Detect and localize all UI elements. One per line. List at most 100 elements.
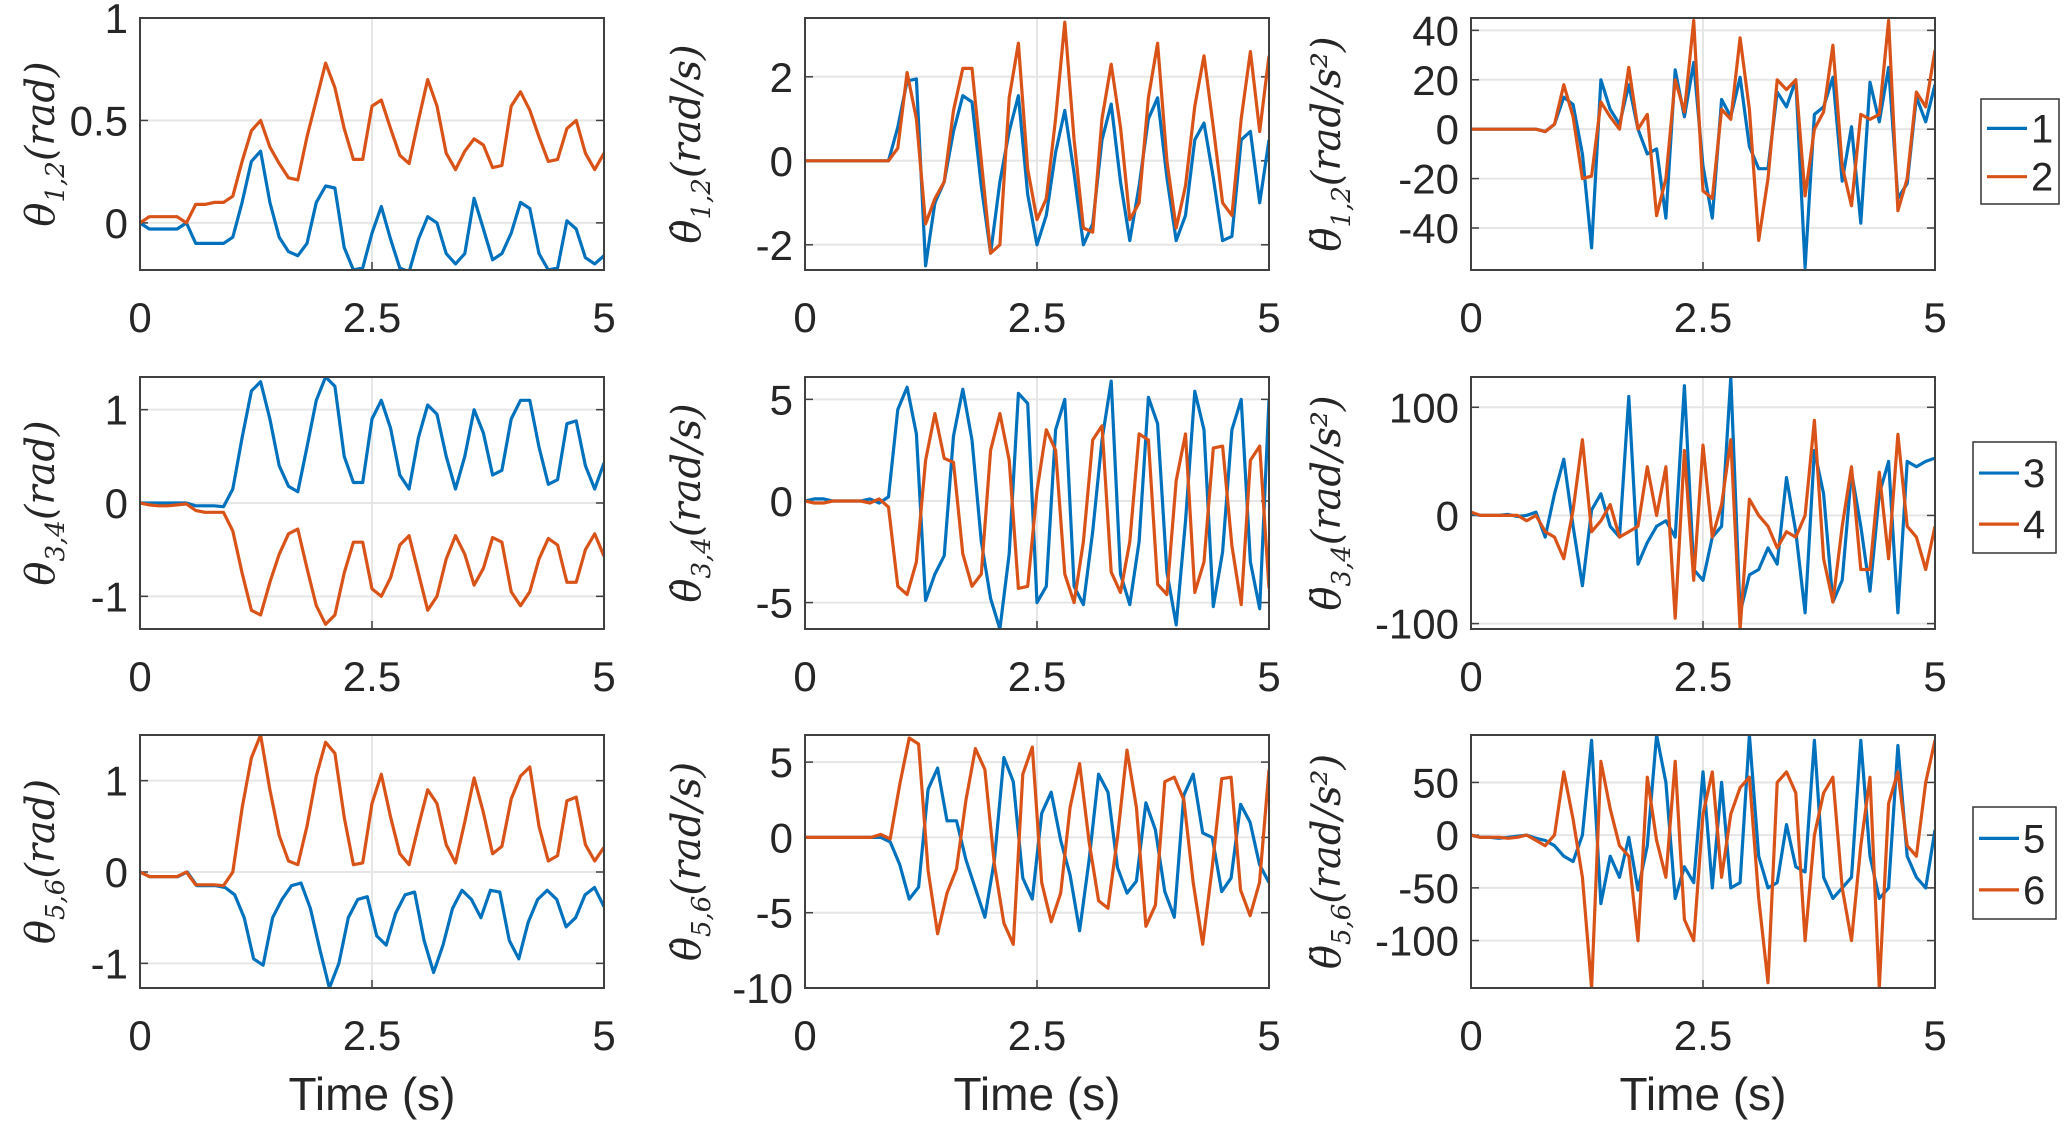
- x-tick-label: 5: [1257, 1012, 1280, 1059]
- y-label-unit: (rad/s²): [1304, 754, 1350, 904]
- y-tick-label: -20: [1398, 156, 1459, 203]
- x-tick-label: 0: [1459, 653, 1482, 700]
- legend-entry: 4: [2023, 503, 2045, 547]
- y-tick-label: 100: [1389, 384, 1459, 431]
- x-tick-label: 0: [128, 294, 151, 341]
- series-line-2: [805, 20, 1269, 255]
- y-tick-label: -5: [756, 580, 793, 627]
- subplot-1-1: 0 0.5 1 0 2.5 5 θ1,2(rad): [18, 0, 616, 341]
- y-tick-label: 1: [105, 387, 128, 434]
- y-tick-label: 1: [105, 0, 128, 42]
- series-line-2: [1471, 18, 1935, 242]
- y-label-unit: (rad/s): [664, 403, 710, 537]
- series-line-4: [805, 412, 1269, 607]
- x-tick-label: 0: [793, 653, 816, 700]
- y-label-subscript: 3,4: [1327, 545, 1357, 586]
- x-axis-label: Time (s): [289, 1068, 456, 1120]
- x-tick-label: 2.5: [343, 653, 401, 700]
- series-line-2: [140, 61, 604, 225]
- y-tick-label: 1: [105, 758, 128, 805]
- y-label-unit: (rad): [18, 420, 64, 520]
- y-label-unit: (rad): [18, 61, 64, 161]
- y-tick-label: 0.5: [70, 97, 128, 144]
- y-tick-label: -40: [1398, 205, 1459, 252]
- x-tick-label: 2.5: [343, 294, 401, 341]
- y-tick-label: 2: [770, 54, 793, 101]
- y-label-unit: (rad): [18, 779, 64, 879]
- x-tick-label: 5: [1923, 1012, 1946, 1059]
- x-tick-label: 0: [128, 653, 151, 700]
- legend-box: [1972, 806, 2057, 920]
- series-line-5: [805, 755, 1269, 933]
- legend-entry: 6: [2023, 869, 2045, 913]
- y-label-symbol: θ̇: [664, 937, 710, 961]
- x-tick-label: 5: [592, 1012, 615, 1059]
- y-label-subscript: 5,6: [41, 879, 71, 920]
- axes-box: [1470, 734, 1936, 989]
- y-tick-label: -100: [1375, 918, 1459, 965]
- x-tick-label: 2.5: [1674, 1012, 1732, 1059]
- x-tick-label: 0: [1459, 294, 1482, 341]
- y-label-subscript: 3,4: [687, 537, 717, 578]
- y-label-unit: (rad/s²): [1304, 395, 1350, 545]
- series-line-1: [140, 149, 604, 270]
- x-tick-label: 5: [1257, 653, 1280, 700]
- y-label-unit: (rad/s): [664, 44, 710, 178]
- legend-entry: 3: [2023, 452, 2045, 496]
- y-tick-label: -1: [91, 573, 128, 620]
- series-line-4: [1471, 418, 1935, 629]
- y-tick-label: 0: [770, 478, 793, 525]
- x-tick-label: 0: [793, 294, 816, 341]
- series-line-4: [140, 501, 604, 626]
- y-tick-label: -5: [756, 890, 793, 937]
- y-tick-label: 20: [1412, 57, 1459, 104]
- y-label-subscript: 1,2: [1327, 186, 1357, 227]
- y-axis-label: θ1,2(rad): [18, 61, 71, 226]
- axes-box: [804, 376, 1270, 630]
- x-tick-label: 0: [128, 1012, 151, 1059]
- x-tick-label: 5: [592, 294, 615, 341]
- y-label-subscript: 5,6: [1327, 904, 1357, 945]
- axes-box: [139, 376, 605, 630]
- series-line-6: [1471, 739, 1935, 988]
- legend: 56: [1972, 806, 2057, 920]
- series-line-3: [1471, 377, 1935, 615]
- axes-box: [804, 17, 1270, 271]
- axes-box: [139, 17, 605, 271]
- legend: 34: [1972, 441, 2057, 554]
- y-tick-label: 0: [105, 480, 128, 527]
- y-label-unit: (rad/s): [664, 762, 710, 896]
- y-axis-label: θ̈1,2(rad/s²): [1304, 36, 1357, 251]
- y-label-subscript: 1,2: [687, 178, 717, 219]
- y-tick-label: 40: [1412, 7, 1459, 54]
- y-tick-label: 5: [770, 739, 793, 786]
- y-label-symbol: θ̈: [1304, 228, 1350, 252]
- legend-entry: 1: [2031, 107, 2053, 151]
- legend: 12: [1980, 98, 2060, 205]
- y-axis-label: θ3,4(rad): [18, 420, 71, 585]
- y-label-symbol: θ: [18, 920, 64, 944]
- axes-box: [804, 734, 1270, 989]
- y-tick-label: -2: [756, 222, 793, 269]
- axes-box: [139, 734, 605, 989]
- x-tick-label: 5: [1923, 653, 1946, 700]
- axes-box: [1470, 17, 1936, 271]
- x-tick-label: 5: [1923, 294, 1946, 341]
- y-label-symbol: θ̇: [664, 579, 710, 603]
- y-label-subscript: 3,4: [41, 520, 71, 561]
- y-label-subscript: 5,6: [687, 896, 717, 937]
- y-label-symbol: θ: [18, 562, 64, 586]
- y-tick-label: 0: [1436, 492, 1459, 539]
- y-label-symbol: θ̈: [1304, 587, 1350, 611]
- x-tick-label: 2.5: [1674, 294, 1732, 341]
- y-label-symbol: θ̈: [1304, 945, 1350, 969]
- legend-box: [1980, 98, 2060, 205]
- subplot-3-2: -10 -5 0 5 0 2.5 5 θ̇5,6(rad/s) Time (s): [664, 734, 1281, 1120]
